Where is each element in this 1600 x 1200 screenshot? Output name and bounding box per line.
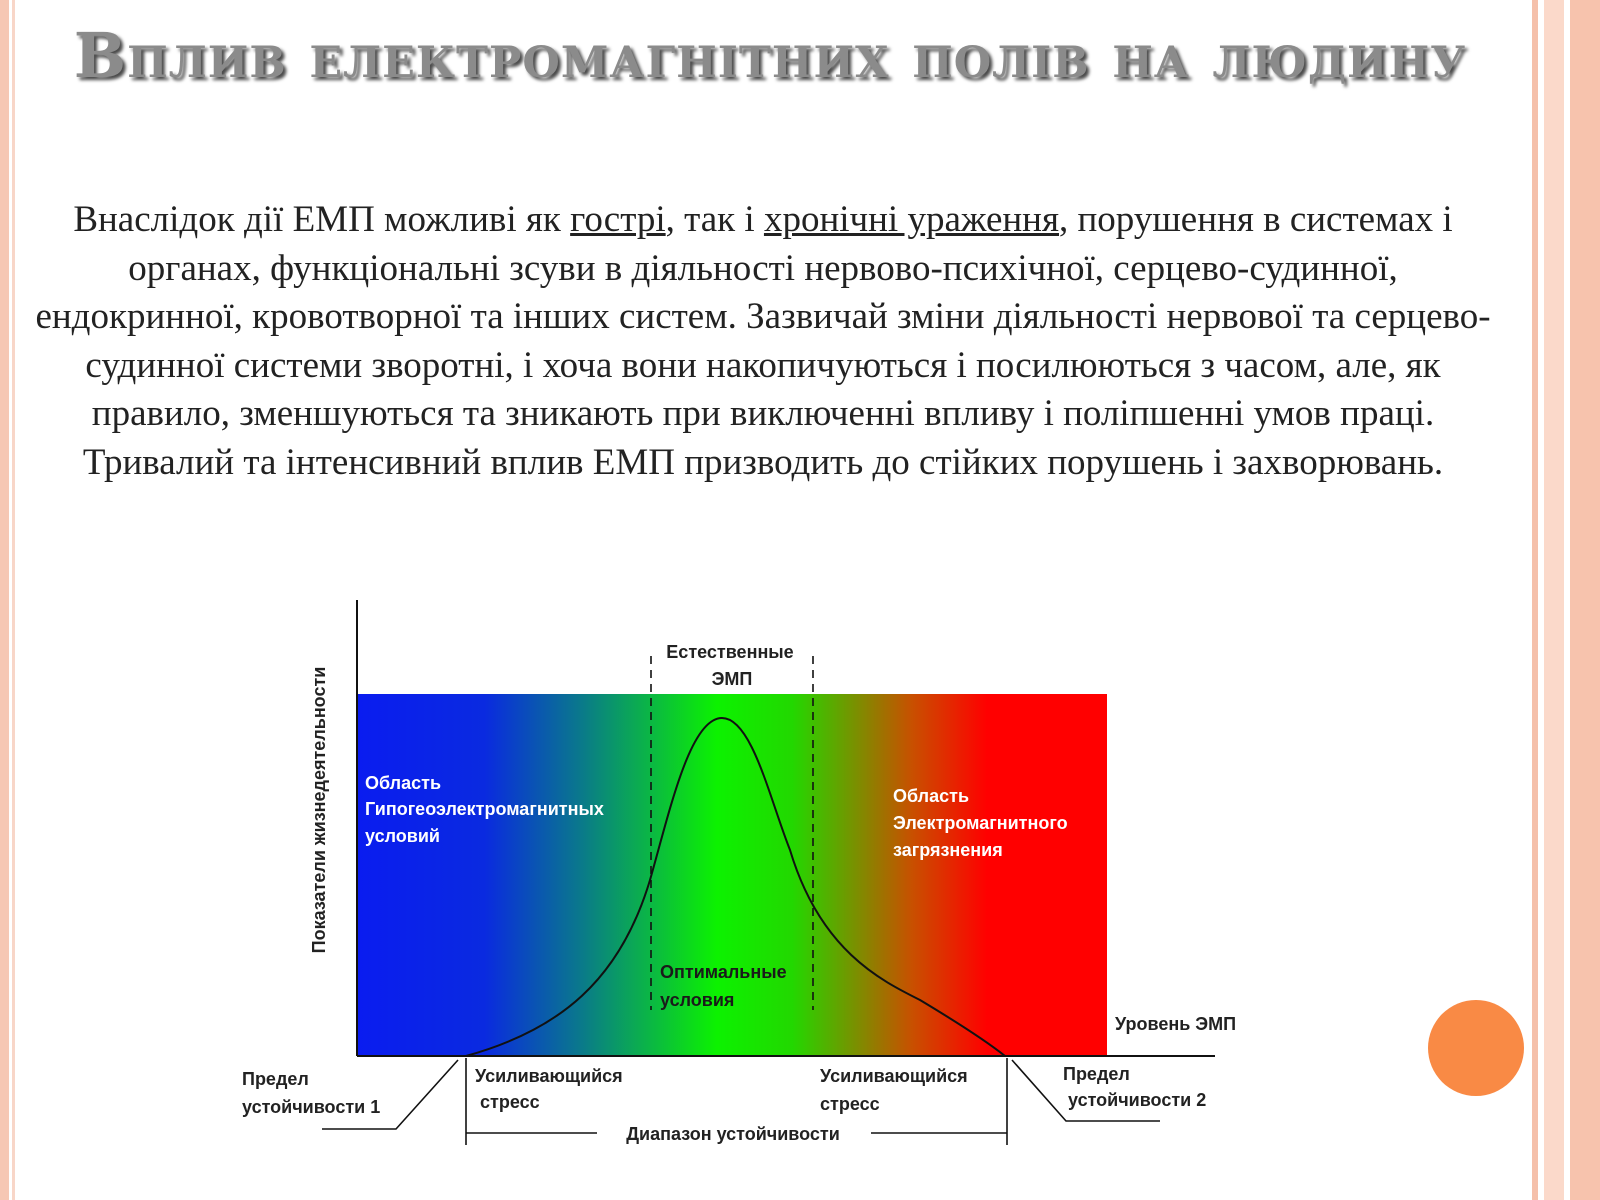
- limit1-pointer: [322, 1059, 459, 1130]
- slide-title: Вплив електромагнітних полів на людину: [73, 19, 1467, 92]
- optimal-label-line1: Оптимальные: [660, 962, 787, 982]
- right-border-stripe: [1570, 0, 1600, 1200]
- slide-body-text: Внаслідок дії ЕМП можливі як гострі, так…: [28, 196, 1498, 487]
- natural-emf-label-line2: ЭМП: [712, 669, 753, 689]
- limit2-pointer: [1011, 1059, 1160, 1122]
- stress-right-label-line2: стресс: [820, 1094, 880, 1114]
- right-border-stripe: [1532, 0, 1538, 1200]
- stress-left-label-line2: стресс: [480, 1092, 540, 1112]
- body-text-part: Внаслідок дії ЕМП можливі як: [73, 199, 571, 240]
- left-border-stripe: [0, 0, 9, 1200]
- stress-left-label-line1: Усиливающийся: [475, 1066, 623, 1086]
- x-axis-label: Уровень ЭМП: [1115, 1014, 1236, 1034]
- decorative-circle: [1428, 1000, 1524, 1096]
- left-region-label-line3: условий: [365, 826, 440, 846]
- limit2-label-line1: Предел: [1063, 1064, 1130, 1084]
- limit2-label-line2: устойчивости 2: [1068, 1090, 1206, 1110]
- left-region-label-line2: Гипогеоэлектромагнитных: [365, 799, 604, 819]
- right-border-stripe: [1544, 0, 1564, 1200]
- underlined-term-chronic: хронічні ураження: [763, 199, 1059, 240]
- emf-spectrum-area: [357, 694, 1107, 1056]
- body-text-part: , порушення в системах і органах, функці…: [35, 199, 1491, 483]
- limit1-label-line1: Предел: [242, 1069, 309, 1089]
- vitality-curve: [465, 716, 1006, 1057]
- natural-emf-label-line1: Естественные: [666, 642, 793, 662]
- y-axis-label: Показатели жизнедеятельности: [309, 667, 329, 954]
- right-region-label-line1: Область: [893, 786, 969, 806]
- limit1-label-line2: устойчивости 1: [242, 1097, 380, 1117]
- left-region-label-line1: Область: [365, 773, 441, 793]
- body-text-part: , так і: [665, 199, 764, 240]
- right-region-label-line3: загрязнения: [893, 840, 1003, 860]
- stability-range-label: Диапазон устойчивости: [626, 1124, 840, 1144]
- right-region-label-line2: Электромагнитного: [893, 813, 1068, 833]
- underlined-term-acute: гострі: [570, 199, 666, 240]
- optimal-label-line2: условия: [660, 990, 734, 1010]
- stress-right-label-line1: Усиливающийся: [820, 1066, 968, 1086]
- left-border-line: [12, 0, 15, 1200]
